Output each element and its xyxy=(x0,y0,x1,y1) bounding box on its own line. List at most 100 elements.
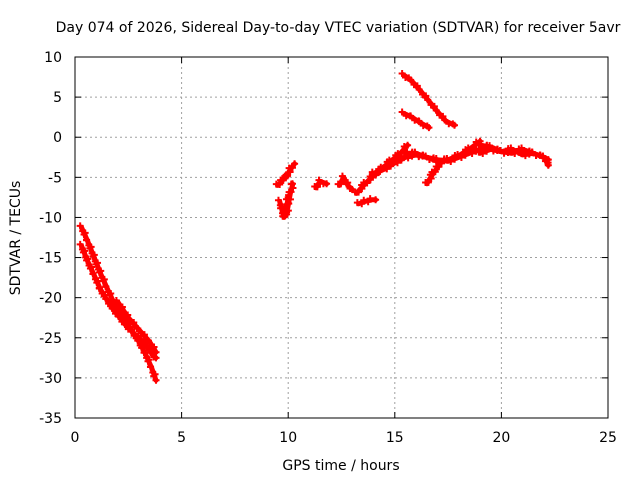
y-tick-label: -10 xyxy=(39,210,62,226)
y-tick-label: 0 xyxy=(53,130,62,146)
data-point xyxy=(79,248,87,256)
data-point xyxy=(323,180,331,188)
data-point xyxy=(521,152,529,160)
data-point xyxy=(86,265,94,273)
data-point xyxy=(112,296,120,304)
data-point xyxy=(134,325,142,333)
data-point xyxy=(76,222,84,230)
data-point xyxy=(288,180,296,188)
data-point xyxy=(129,320,137,328)
series-line xyxy=(400,72,457,128)
data-point xyxy=(95,284,103,292)
data-point xyxy=(475,140,483,148)
grid-lines xyxy=(75,57,608,418)
data-point xyxy=(539,152,547,160)
series-track-i xyxy=(334,172,356,193)
data-point xyxy=(123,313,131,321)
data-point xyxy=(432,106,440,114)
data-point xyxy=(353,199,361,207)
data-point xyxy=(291,160,299,168)
data-point xyxy=(457,153,465,161)
y-tick-label: -25 xyxy=(39,331,62,347)
data-point xyxy=(368,168,376,176)
data-point xyxy=(372,170,380,178)
data-point xyxy=(315,176,323,184)
data-point xyxy=(115,313,123,321)
data-point xyxy=(450,121,458,129)
y-tick-label: -30 xyxy=(39,371,62,387)
data-point xyxy=(283,172,291,180)
data-point xyxy=(288,164,296,172)
data-point xyxy=(144,337,152,345)
y-tick-label: 5 xyxy=(53,90,62,106)
data-point xyxy=(468,149,476,157)
data-point xyxy=(343,180,351,188)
data-point xyxy=(102,295,110,303)
x-tick-label: 0 xyxy=(71,430,80,446)
data-point xyxy=(83,256,91,264)
x-tick-label: 5 xyxy=(177,430,186,446)
data-point xyxy=(140,332,148,340)
data-point xyxy=(393,159,401,167)
data-point xyxy=(355,188,363,196)
data-point xyxy=(95,268,103,276)
data-point xyxy=(149,344,157,352)
data-point xyxy=(287,188,295,196)
data-point xyxy=(283,210,291,218)
series-track-j xyxy=(353,195,380,208)
x-tick-label: 10 xyxy=(279,430,297,446)
series-track-r xyxy=(398,108,433,132)
data-point xyxy=(86,244,94,252)
data-point xyxy=(438,157,446,165)
series-track-q xyxy=(398,69,458,129)
data-point xyxy=(398,108,406,116)
data-point xyxy=(500,148,508,156)
data-point xyxy=(147,363,155,371)
data-point xyxy=(411,148,419,156)
data-point xyxy=(447,157,455,165)
data-point xyxy=(407,76,415,84)
data-point xyxy=(285,200,293,208)
data-point xyxy=(89,270,97,278)
data-point xyxy=(83,236,91,244)
data-point xyxy=(76,240,84,248)
data-point xyxy=(152,348,160,356)
data-point xyxy=(93,279,101,287)
series-track-g xyxy=(281,160,299,180)
data-point xyxy=(424,96,432,104)
data-point xyxy=(152,376,160,384)
series-track-n xyxy=(422,157,446,187)
data-point xyxy=(486,142,494,150)
data-point xyxy=(358,200,366,208)
data-point xyxy=(422,152,430,160)
data-point xyxy=(475,148,483,156)
data-point xyxy=(383,165,391,173)
series-track-p xyxy=(475,140,552,169)
x-tick-label: 25 xyxy=(599,430,617,446)
plot-frame xyxy=(74,56,609,419)
y-axis-label: SDTVAR / TECUs xyxy=(8,181,24,296)
y-tick-label: -15 xyxy=(39,251,62,267)
data-point xyxy=(464,148,472,156)
data-point xyxy=(407,112,415,120)
data-point xyxy=(127,327,135,335)
data-point xyxy=(80,231,88,239)
x-axis-label: GPS time / hours xyxy=(282,458,399,474)
data-point xyxy=(404,141,412,149)
axis-ticks: 0 5 10 15 20 25 10 5 0 -5 -10 -15 -20 -25 -30 -35 xyxy=(39,50,617,446)
y-tick-label: -35 xyxy=(39,411,62,427)
data-point xyxy=(425,124,433,132)
data-point xyxy=(424,178,432,186)
y-tick-label: -5 xyxy=(48,170,62,186)
series-track-c xyxy=(112,296,160,356)
data-point xyxy=(121,321,129,329)
chart-title: Day 074 of 2026, Sidereal Day-to-day VTE… xyxy=(56,20,621,36)
data-point xyxy=(400,148,408,156)
data-marks xyxy=(76,69,552,384)
y-tick-label: -20 xyxy=(39,291,62,307)
data-point xyxy=(140,349,148,357)
data-point xyxy=(544,161,552,169)
x-tick-label: 20 xyxy=(492,430,510,446)
data-point xyxy=(441,116,449,124)
